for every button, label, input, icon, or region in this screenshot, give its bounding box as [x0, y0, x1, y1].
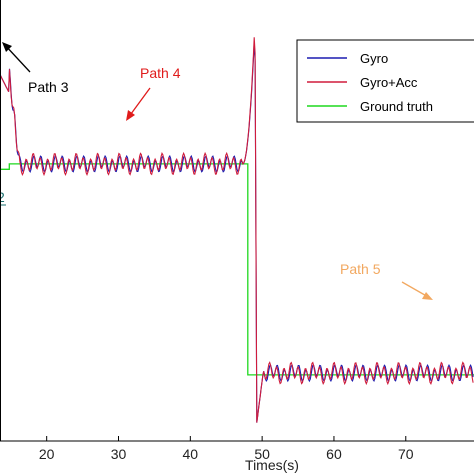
legend-label-gyro: Gyro: [360, 51, 388, 66]
series-gyro-acc: [0, 37, 474, 423]
x-tick-label: 20: [39, 446, 55, 462]
x-axis-ticks: 20 30 40 50 60 70: [39, 436, 414, 462]
legend-label-ground-truth: Ground truth: [360, 99, 433, 114]
legend: Gyro Gyro+Acc Ground truth: [296, 39, 474, 123]
annotations: Path 3 Path 4 Path 5 2: [0, 42, 433, 300]
series-ground-truth: [0, 163, 474, 376]
path3-arrowhead: [2, 42, 12, 52]
path4-arrowhead: [126, 110, 135, 121]
x-axis-label: Times(s): [245, 457, 299, 473]
x-tick-label: 40: [183, 446, 199, 462]
annotation-path-4: Path 4: [140, 65, 181, 81]
annotation-path-2: 2: [0, 189, 5, 205]
legend-box: [296, 39, 474, 123]
x-tick-label: 70: [398, 446, 414, 462]
legend-label-gyro-acc: Gyro+Acc: [360, 75, 418, 90]
x-tick-label: 60: [326, 446, 342, 462]
plot-area: [0, 37, 474, 423]
x-tick-label: 30: [111, 446, 127, 462]
annotation-path-5: Path 5: [340, 261, 381, 277]
annotation-path-3: Path 3: [28, 79, 69, 95]
path5-arrowhead: [422, 292, 433, 300]
x-tick-label: 50: [254, 446, 270, 462]
